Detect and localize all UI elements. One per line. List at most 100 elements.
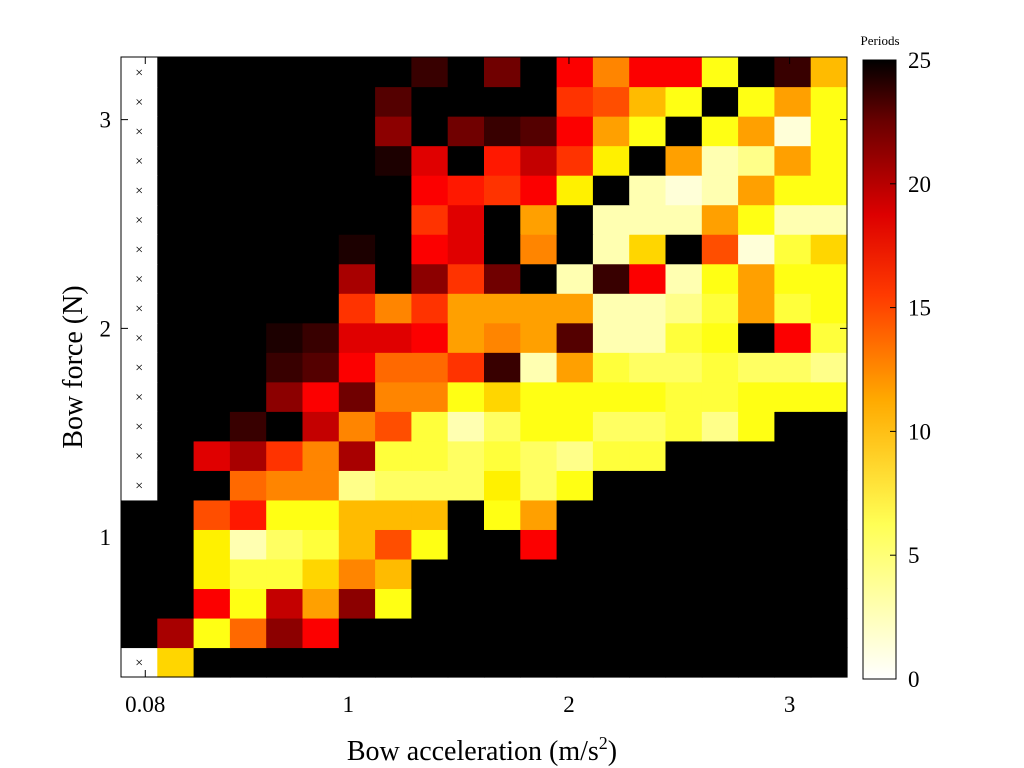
heatmap-cell (266, 322, 304, 353)
heatmap-cell (629, 647, 667, 678)
heatmap-cell (157, 381, 195, 412)
heatmap-cell (774, 322, 812, 353)
heatmap-cell (810, 647, 848, 678)
heatmap-cell (629, 116, 667, 147)
heatmap-cell (484, 175, 521, 206)
heatmap-cell (484, 588, 521, 619)
heatmap-cell (520, 499, 558, 530)
heatmap-cell (738, 175, 775, 206)
nan-marker: × (135, 184, 143, 199)
heatmap-cell (302, 293, 340, 324)
heatmap-cell (592, 381, 630, 412)
heatmap-cells: × × × × × × × × × × × × × × × × (120, 56, 848, 678)
heatmap-cell (665, 588, 703, 619)
heatmap-cell (556, 617, 594, 649)
heatmap-cell (520, 529, 558, 560)
heatmap-cell (411, 617, 449, 649)
heatmap-cell (774, 588, 812, 619)
heatmap-cell (592, 558, 630, 590)
heatmap-cell (121, 529, 158, 560)
heatmap-cell (556, 499, 594, 530)
heatmap-cell (229, 647, 267, 678)
heatmap-cell-nan (121, 440, 158, 471)
heatmap-cell (629, 204, 667, 235)
heatmap-cell (629, 411, 667, 442)
heatmap-cell (738, 529, 775, 560)
heatmap-cell (447, 204, 485, 235)
heatmap-cell (302, 617, 340, 649)
heatmap-cell (447, 234, 485, 265)
heatmap-cell (266, 617, 304, 649)
heatmap-cell (375, 352, 412, 383)
heatmap-cell (629, 145, 667, 176)
heatmap-cell (774, 175, 812, 206)
heatmap-cell (229, 263, 267, 294)
heatmap-cell (738, 499, 775, 530)
colorbar-gradient (862, 59, 897, 680)
heatmap-cell (520, 470, 558, 501)
heatmap-cell (447, 529, 485, 560)
heatmap-cell (810, 440, 848, 471)
heatmap-cell (411, 647, 449, 678)
heatmap-cell (229, 57, 267, 88)
heatmap-cell (556, 558, 594, 590)
heatmap-cell (411, 470, 449, 501)
heatmap-cell-nan (121, 470, 158, 501)
heatmap-cell (738, 116, 775, 147)
heatmap-cell (484, 440, 521, 471)
heatmap-cell (665, 647, 703, 678)
heatmap-cell (338, 175, 376, 206)
heatmap-cell (592, 204, 630, 235)
heatmap-cell (701, 499, 739, 530)
heatmap-cell (157, 499, 195, 530)
heatmap-cell (266, 647, 304, 678)
heatmap-cell (266, 57, 304, 88)
heatmap-cell (484, 234, 521, 265)
heatmap-cell (592, 145, 630, 176)
heatmap-cell (738, 440, 775, 471)
heatmap-cell (484, 470, 521, 501)
heatmap-cell-nan (121, 86, 158, 117)
heatmap-cell (665, 352, 703, 383)
heatmap-cell (556, 234, 594, 265)
heatmap-cell (520, 293, 558, 324)
heatmap-cell (810, 86, 848, 117)
y-tick-label: 2 (100, 316, 112, 341)
heatmap-cell (629, 440, 667, 471)
heatmap-cell (738, 86, 775, 117)
heatmap-cell (411, 116, 449, 147)
heatmap-cell (701, 440, 739, 471)
nan-marker: × (135, 656, 143, 671)
heatmap-cell (193, 57, 231, 88)
heatmap-cell (338, 145, 376, 176)
heatmap-cell (229, 175, 267, 206)
heatmap-cell (193, 234, 231, 265)
heatmap-cell (665, 145, 703, 176)
heatmap-cell (447, 499, 485, 530)
heatmap-cell (375, 647, 412, 678)
heatmap-cell (629, 263, 667, 294)
nan-marker: × (135, 450, 143, 465)
heatmap-cell (229, 145, 267, 176)
heatmap-cell (266, 558, 304, 590)
heatmap-cell (520, 57, 558, 88)
heatmap-cell (774, 381, 812, 412)
nan-marker: × (135, 391, 143, 406)
heatmap-cell (665, 440, 703, 471)
heatmap-cell (665, 204, 703, 235)
heatmap-cell (520, 116, 558, 147)
heatmap-cell (665, 499, 703, 530)
heatmap-cell (157, 352, 195, 383)
heatmap-cell (556, 411, 594, 442)
nan-marker: × (135, 213, 143, 228)
heatmap-cell (520, 263, 558, 294)
heatmap-cell (411, 440, 449, 471)
heatmap-cell (629, 322, 667, 353)
heatmap-cell (266, 499, 304, 530)
heatmap-cell (338, 57, 376, 88)
heatmap-cell (592, 470, 630, 501)
heatmap-cell-nan (121, 263, 158, 294)
heatmap-cell (338, 293, 376, 324)
heatmap-cell (701, 470, 739, 501)
heatmap-cell (229, 588, 267, 619)
